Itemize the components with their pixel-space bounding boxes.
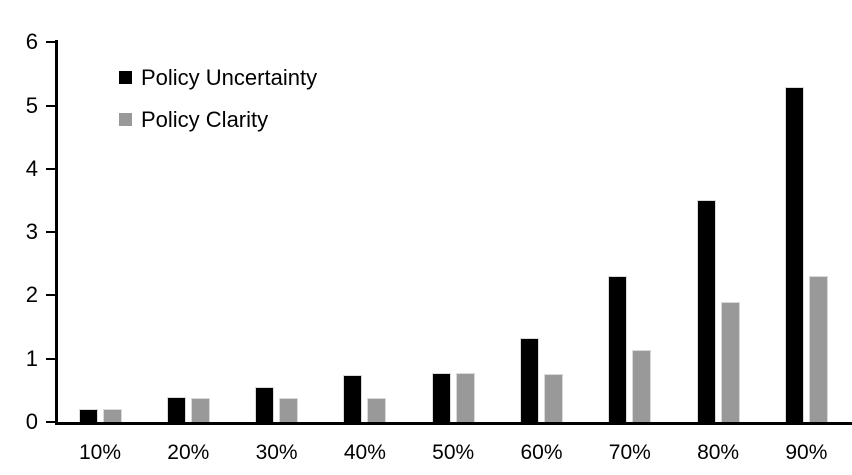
y-tick-mark <box>46 421 55 423</box>
x-axis-tick-label-60: 60% <box>520 441 563 464</box>
bar-policy-uncertainty-50 <box>431 372 451 422</box>
bar-policy-uncertainty-10 <box>78 409 98 422</box>
bar-policy-clarity-80 <box>720 301 740 422</box>
y-axis-tick-label: 4 <box>25 155 38 181</box>
bar-policy-clarity-40 <box>367 397 387 422</box>
bar-policy-clarity-30 <box>279 397 299 422</box>
bar-policy-uncertainty-70 <box>608 276 628 422</box>
x-axis-tick-label-10: 10% <box>78 441 122 464</box>
legend-item-policy-clarity: Policy Clarity <box>119 105 317 134</box>
x-axis-tick-label-90: 90% <box>785 441 828 464</box>
bar-policy-clarity-60 <box>544 373 563 422</box>
bar-policy-clarity-50 <box>455 373 475 422</box>
y-axis-tick-label: 6 <box>25 29 38 55</box>
y-tick-mark <box>46 357 55 360</box>
bar-policy-uncertainty-90 <box>784 86 804 422</box>
y-axis-tick-label: 0 <box>25 409 38 434</box>
bar-policy-clarity-10 <box>102 409 122 422</box>
legend: Policy Uncertainty Policy Clarity <box>119 63 317 147</box>
y-tick-mark <box>46 294 55 297</box>
x-axis-tick-label-80: 80% <box>697 441 740 464</box>
bar-policy-uncertainty-60 <box>520 337 539 422</box>
bar-policy-uncertainty-80 <box>696 200 716 422</box>
y-tick-mark <box>46 167 55 170</box>
x-axis-tick-label-20: 20% <box>167 441 210 464</box>
y-axis-tick-label: 5 <box>25 92 38 118</box>
y-axis-line <box>55 40 58 425</box>
x-axis-tick-label-30: 30% <box>255 441 298 464</box>
x-axis-tick-label-70: 70% <box>608 441 651 464</box>
bar-policy-clarity-20 <box>190 397 210 422</box>
x-axis-line <box>55 422 852 425</box>
bar-policy-clarity-90 <box>808 276 828 422</box>
y-axis-tick-label: 2 <box>25 282 38 308</box>
x-axis-tick-label-40: 40% <box>343 441 386 464</box>
legend-label-policy-uncertainty: Policy Uncertainty <box>141 64 318 90</box>
y-axis-tick-label: 3 <box>25 219 38 245</box>
legend-swatch-policy-uncertainty-icon <box>119 71 132 84</box>
y-tick-mark <box>46 104 55 107</box>
y-tick-mark <box>46 41 55 44</box>
legend-item-policy-uncertainty: Policy Uncertainty <box>119 63 317 92</box>
bar-policy-uncertainty-40 <box>343 374 363 422</box>
x-axis-tick-label-50: 50% <box>432 441 475 464</box>
bar-policy-clarity-70 <box>632 349 652 422</box>
y-axis-tick-label: 1 <box>25 345 38 371</box>
legend-swatch-policy-clarity-icon <box>119 113 132 126</box>
bar-policy-uncertainty-20 <box>166 396 186 422</box>
legend-label-policy-clarity: Policy Clarity <box>141 106 269 132</box>
y-tick-mark <box>46 231 55 234</box>
bar-policy-uncertainty-30 <box>255 387 275 422</box>
